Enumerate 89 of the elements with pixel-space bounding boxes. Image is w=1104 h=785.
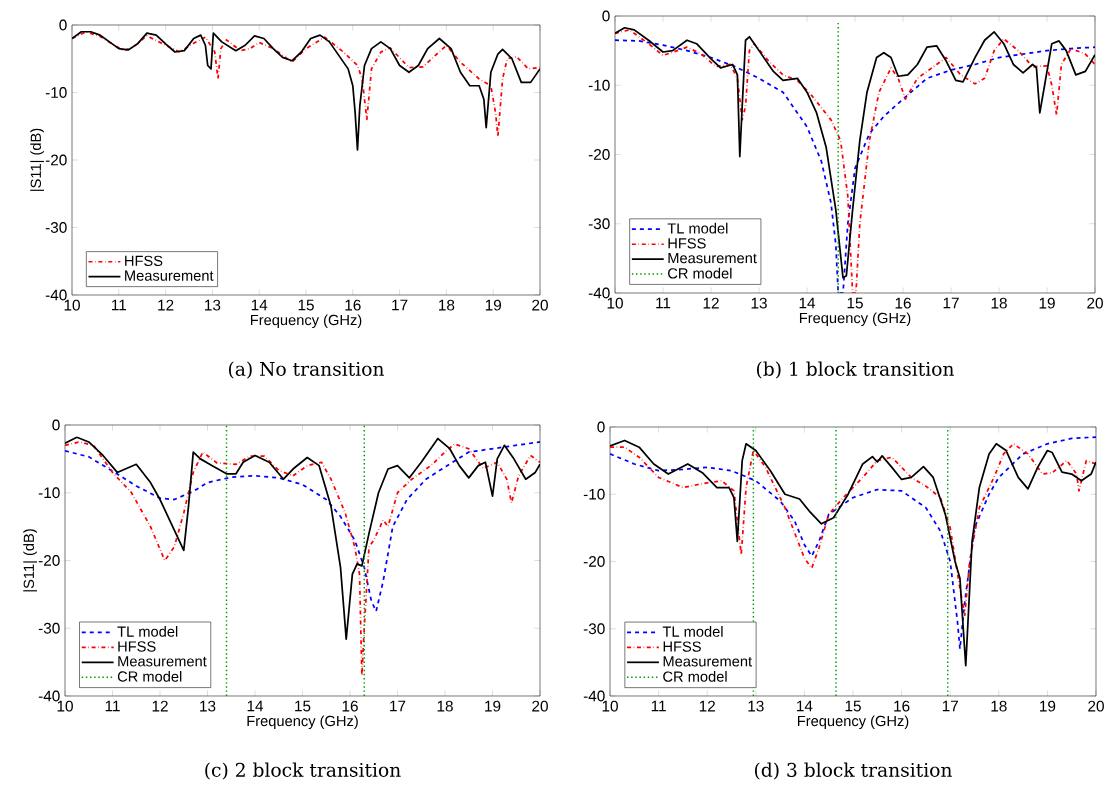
x-tick-label: 13 bbox=[748, 700, 764, 712]
x-tick-label: 16 bbox=[345, 299, 361, 311]
x-tick-label: 18 bbox=[437, 700, 453, 712]
x-tick-label: 14 bbox=[797, 700, 813, 712]
y-tick-label: 0 bbox=[59, 19, 67, 31]
y-tick-label: 0 bbox=[597, 421, 605, 433]
x-tick-label: 19 bbox=[1040, 700, 1056, 712]
y-tick-label: -40 bbox=[583, 690, 605, 702]
x-tick-label: 13 bbox=[200, 700, 216, 712]
legend-label: HFSS bbox=[668, 238, 706, 249]
x-tick-label: 17 bbox=[943, 297, 959, 309]
x-tick-label: 15 bbox=[847, 297, 863, 309]
x-tick-label: 11 bbox=[105, 700, 120, 712]
x-tick-label: 20 bbox=[1088, 700, 1104, 712]
x-tick-label: 19 bbox=[1039, 297, 1055, 309]
x-tick-label: 18 bbox=[991, 297, 1007, 309]
line-series bbox=[610, 442, 1096, 617]
x-tick-label: 11 bbox=[651, 700, 666, 712]
x-tick-label: 17 bbox=[942, 700, 958, 712]
legend-label: HFSS bbox=[125, 255, 163, 267]
legend-label: TL model bbox=[117, 626, 178, 637]
x-tick-label: 16 bbox=[895, 297, 911, 309]
legend-label: CR model bbox=[117, 670, 182, 682]
x-tick-label: 12 bbox=[152, 700, 168, 712]
text: (a) No transition bbox=[229, 361, 384, 379]
x-tick-label: 11 bbox=[112, 299, 127, 311]
x-tick-label: 12 bbox=[158, 299, 174, 311]
x-axis-title: Frequency (GHz) bbox=[799, 312, 911, 327]
y-tick-label: -20 bbox=[38, 555, 60, 566]
x-tick-label: 17 bbox=[392, 299, 408, 311]
legend-label: Measurement bbox=[118, 656, 207, 667]
x-tick-label: 10 bbox=[607, 297, 623, 309]
legend-label: TL model bbox=[667, 222, 728, 234]
x-tick-label: 13 bbox=[205, 299, 221, 311]
legend-label: CR model bbox=[663, 671, 727, 682]
legend-label: HFSS bbox=[118, 641, 156, 652]
x-tick-label: 12 bbox=[699, 700, 715, 712]
y-tick-label: -20 bbox=[588, 149, 610, 160]
x-tick-label: 16 bbox=[894, 700, 910, 712]
legend-label: CR model bbox=[668, 267, 732, 279]
y-axis-title: |S11| (dB) bbox=[30, 128, 44, 191]
x-tick-label: 10 bbox=[64, 299, 80, 311]
y-tick-label: -40 bbox=[38, 690, 60, 702]
y-tick-label: -20 bbox=[45, 154, 67, 166]
text: (d) 3 block transition bbox=[755, 762, 952, 780]
x-tick-label: 13 bbox=[751, 297, 767, 309]
x-tick-label: 14 bbox=[247, 700, 264, 712]
x-tick-label: 12 bbox=[703, 297, 719, 309]
x-tick-label: 19 bbox=[485, 700, 501, 712]
x-tick-label: 18 bbox=[991, 700, 1007, 712]
x-tick-label: 10 bbox=[602, 700, 618, 712]
x-axis-title: Frequency (GHz) bbox=[250, 314, 362, 329]
legend-label: TL model bbox=[662, 626, 723, 637]
y-tick-label: 0 bbox=[52, 419, 60, 431]
x-axis-title: Frequency (GHz) bbox=[797, 715, 909, 730]
x-tick-label: 20 bbox=[532, 299, 548, 311]
y-tick-label: -30 bbox=[45, 222, 67, 233]
x-tick-label: 19 bbox=[485, 299, 501, 311]
x-tick-label: 15 bbox=[295, 700, 311, 712]
y-tick-label: -30 bbox=[38, 622, 60, 634]
x-tick-label: 17 bbox=[390, 700, 406, 712]
y-tick-label: -30 bbox=[583, 623, 605, 635]
x-tick-label: 20 bbox=[532, 700, 548, 712]
x-tick-label: 14 bbox=[799, 297, 816, 309]
y-tick-label: 0 bbox=[602, 10, 610, 22]
x-axis-title: Frequency (GHz) bbox=[247, 715, 358, 730]
x-tick-label: 18 bbox=[439, 299, 455, 311]
y-tick-label: -10 bbox=[583, 488, 605, 500]
y-tick-label: -10 bbox=[38, 487, 60, 499]
legend-label: Measurement bbox=[125, 270, 214, 281]
legend-label: Measurement bbox=[668, 253, 757, 264]
y-tick-label: -40 bbox=[45, 289, 67, 301]
y-tick-label: -10 bbox=[588, 79, 610, 91]
x-tick-label: 20 bbox=[1087, 297, 1103, 309]
text: (b) 1 block transition bbox=[757, 361, 954, 379]
y-tick-label: -30 bbox=[588, 218, 610, 230]
x-tick-label: 15 bbox=[298, 299, 314, 311]
x-tick-label: 11 bbox=[656, 297, 671, 309]
y-tick-label: -40 bbox=[588, 287, 610, 299]
y-axis-title: |S11| (dB) bbox=[23, 529, 37, 592]
y-tick-label: -20 bbox=[583, 556, 605, 567]
legend-label: HFSS bbox=[663, 641, 701, 652]
x-tick-label: 14 bbox=[251, 299, 268, 311]
x-tick-label: 16 bbox=[342, 700, 358, 712]
y-tick-label: -10 bbox=[45, 87, 67, 98]
x-tick-label: 10 bbox=[57, 700, 73, 712]
text: (c) 2 block transition bbox=[205, 762, 401, 780]
legend-label: Measurement bbox=[663, 656, 752, 667]
x-tick-label: 15 bbox=[845, 700, 861, 712]
